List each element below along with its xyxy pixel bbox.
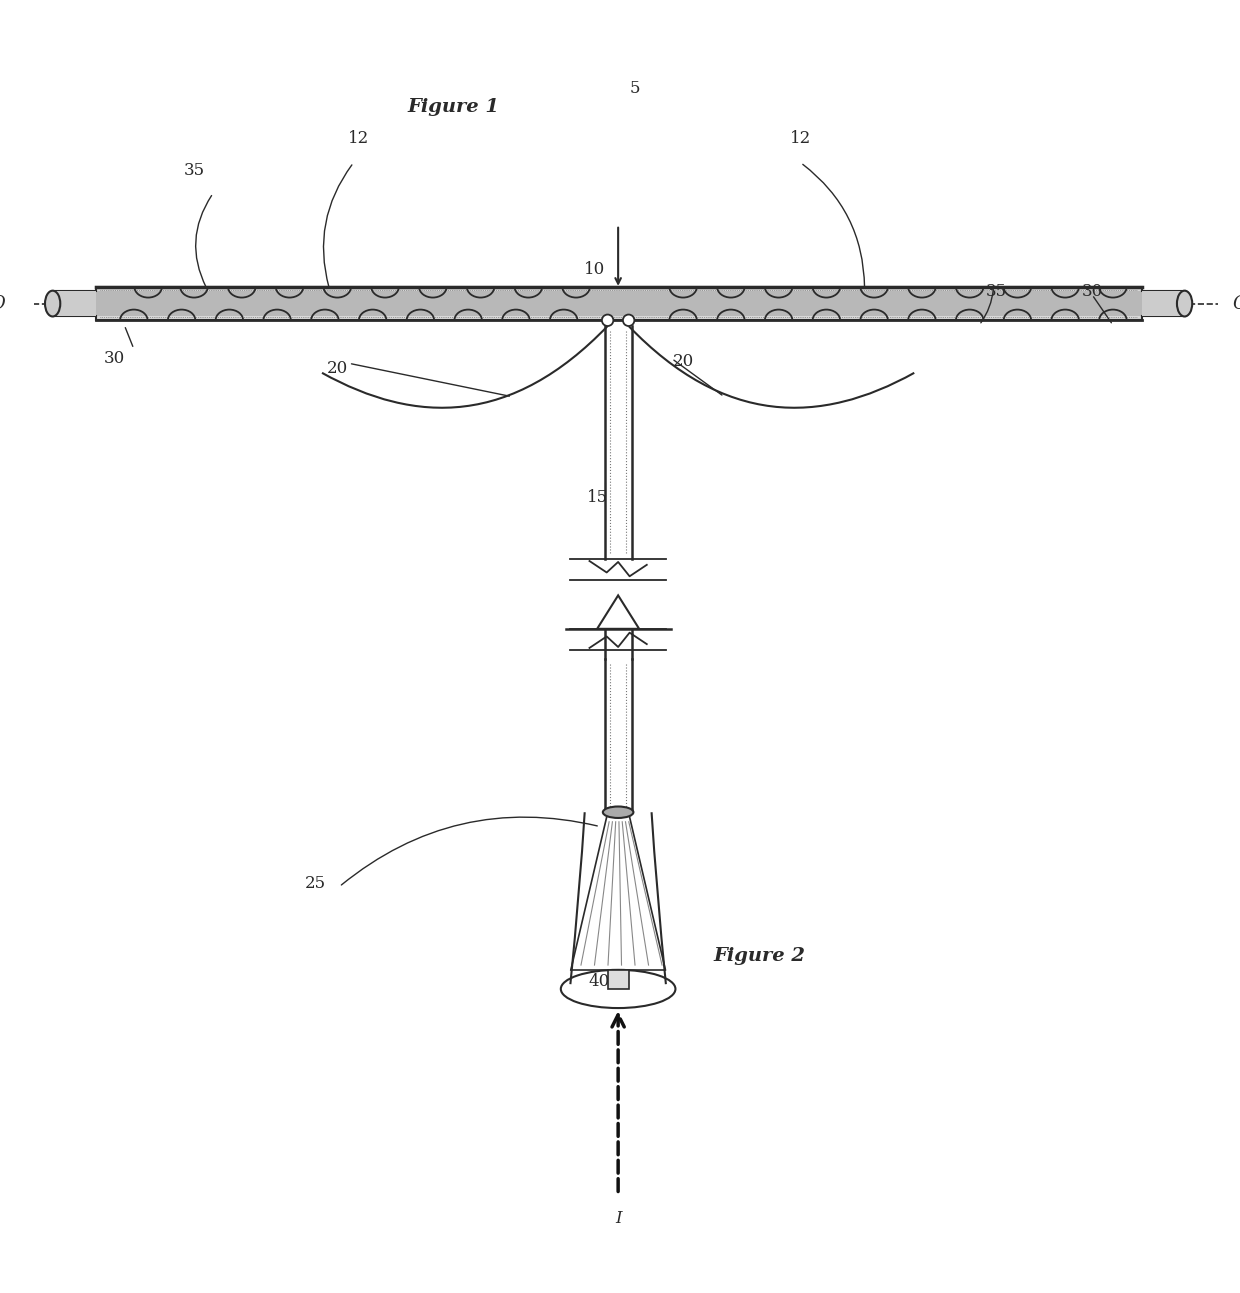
Ellipse shape <box>603 807 634 818</box>
Text: Figure 1: Figure 1 <box>408 98 500 116</box>
Bar <box>52 291 95 317</box>
Text: 25: 25 <box>305 875 326 892</box>
Circle shape <box>622 314 635 326</box>
Text: 20: 20 <box>672 353 693 370</box>
Polygon shape <box>598 595 639 628</box>
Text: 35: 35 <box>184 162 205 178</box>
Text: 12: 12 <box>790 131 811 147</box>
Ellipse shape <box>560 970 676 1009</box>
Text: 5: 5 <box>630 80 641 97</box>
Text: 12: 12 <box>347 131 370 147</box>
Text: 10: 10 <box>584 261 605 278</box>
Text: Figure 2: Figure 2 <box>713 946 806 965</box>
Text: 15: 15 <box>587 489 608 506</box>
Ellipse shape <box>45 291 61 317</box>
Text: 20: 20 <box>326 359 348 376</box>
Bar <box>608 970 629 989</box>
Bar <box>95 291 1142 317</box>
Text: O: O <box>1233 295 1240 313</box>
Circle shape <box>601 314 614 326</box>
Text: I: I <box>615 1210 621 1227</box>
Bar <box>1142 291 1184 317</box>
Ellipse shape <box>1177 291 1192 317</box>
Text: O: O <box>0 295 5 313</box>
Bar <box>95 287 1142 321</box>
Text: 40: 40 <box>589 972 610 990</box>
Text: 30: 30 <box>1081 283 1102 300</box>
Text: 30: 30 <box>104 350 125 367</box>
Text: 35: 35 <box>986 283 1007 300</box>
